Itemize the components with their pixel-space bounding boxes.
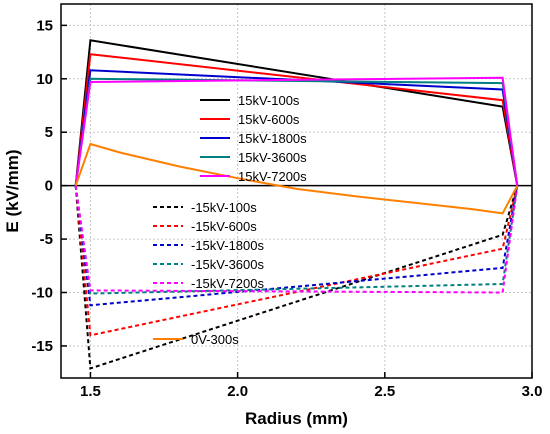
x-tick-label: 2.5 — [374, 383, 395, 400]
legend-label: 0V-300s — [191, 332, 239, 347]
legend-label: 15kV-100s — [238, 93, 300, 108]
series-line — [74, 142, 519, 215]
series-lines — [74, 39, 519, 370]
plot-frame — [60, 3, 533, 379]
y-tick-label: 15 — [36, 17, 53, 34]
legend-label: -15kV-7200s — [191, 276, 264, 291]
y-tick-label: -10 — [31, 285, 53, 302]
legend-label: 15kV-600s — [238, 112, 300, 127]
x-tick-label: 1.5 — [80, 383, 101, 400]
y-tick-label: 0 — [45, 178, 53, 195]
axis-ticks: 1.5 2.0 2.5 3.0 -15 -10 -5 0 5 10 15 — [31, 17, 542, 400]
legend-label: -15kV-1800s — [191, 238, 264, 253]
y-tick-label: 5 — [45, 124, 53, 141]
series-line — [74, 185, 519, 307]
series-line — [74, 185, 519, 337]
series-line — [74, 185, 519, 294]
y-tick-label: -15 — [31, 338, 53, 355]
legend-label: -15kV-3600s — [191, 257, 264, 272]
series-line — [74, 185, 519, 370]
series-line — [74, 76, 519, 186]
legend-label: 15kV-7200s — [238, 169, 307, 184]
x-tick-label: 3.0 — [522, 383, 543, 400]
legend-label: 15kV-1800s — [238, 131, 307, 146]
y-axis-title: E (kV/mm) — [3, 149, 22, 232]
x-axis-title: Radius (mm) — [245, 409, 348, 428]
grid — [61, 4, 533, 378]
legend-label: -15kV-600s — [191, 219, 257, 234]
legend-label: 15kV-3600s — [238, 150, 307, 165]
x-tick-label: 2.0 — [227, 383, 248, 400]
legend: 15kV-100s 15kV-600s 15kV-1800s 15kV-3600s 15… — [153, 93, 307, 347]
series-line — [74, 185, 519, 295]
legend-label: -15kV-100s — [191, 200, 257, 215]
y-tick-label: -5 — [40, 231, 53, 248]
y-tick-label: 10 — [36, 71, 53, 88]
